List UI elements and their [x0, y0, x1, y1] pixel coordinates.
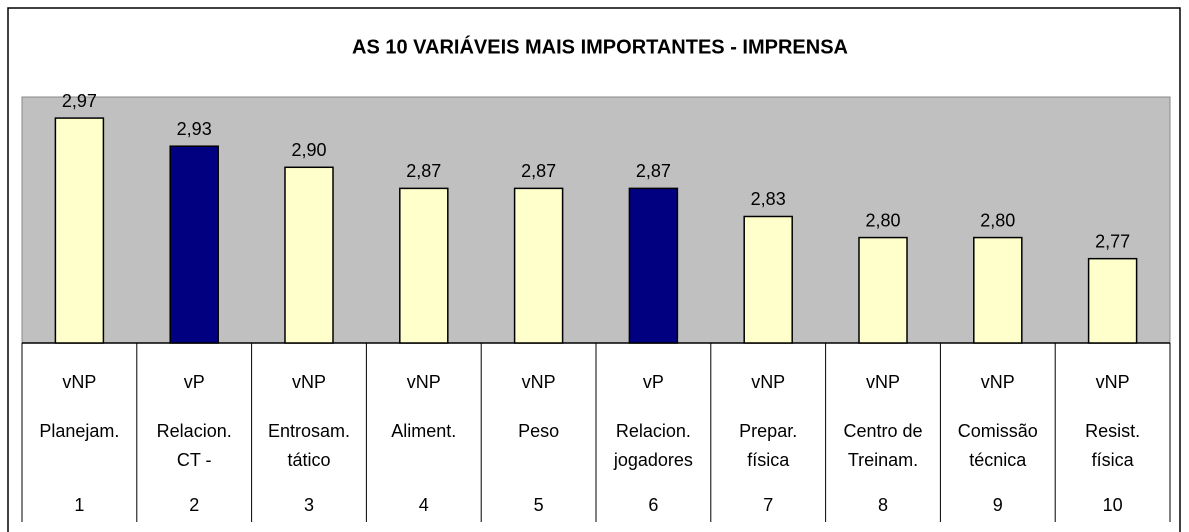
bar [284, 166, 334, 344]
rank-label: 5 [534, 495, 544, 515]
bar [54, 117, 105, 344]
category-label: física [1092, 450, 1135, 470]
bar [628, 187, 679, 344]
rank-label: 10 [1103, 495, 1123, 515]
group-label: vNP [866, 372, 900, 392]
category-label: jogadores [613, 450, 693, 470]
group-label: vNP [1096, 372, 1130, 392]
value-label: 2,87 [636, 161, 671, 181]
category-label: Treinam. [848, 450, 918, 470]
rank-label: 3 [304, 495, 314, 515]
rank-label: 2 [189, 495, 199, 515]
value-label: 2,87 [406, 161, 441, 181]
group-label: vNP [981, 372, 1015, 392]
bar [513, 187, 564, 344]
category-label: Prepar. [739, 421, 797, 441]
group-label: vNP [751, 372, 785, 392]
rank-label: 8 [878, 495, 888, 515]
value-label: 2,97 [62, 91, 97, 111]
value-label: 2,80 [980, 210, 1015, 230]
value-label: 2,77 [1095, 231, 1130, 251]
category-label: Centro de [843, 421, 922, 441]
group-label: vNP [522, 372, 556, 392]
bar [399, 187, 449, 344]
group-label: vNP [292, 372, 326, 392]
value-label: 2,90 [291, 140, 326, 160]
rank-label: 4 [419, 495, 429, 515]
category-label: CT - [177, 450, 212, 470]
value-label: 2,93 [177, 119, 212, 139]
category-label: Comissão [958, 421, 1038, 441]
category-label: tático [287, 450, 330, 470]
category-label: Relacion. [157, 421, 232, 441]
category-label: Resist. [1085, 421, 1140, 441]
bar [858, 236, 908, 344]
rank-label: 1 [74, 495, 84, 515]
bar [1087, 257, 1138, 344]
category-label: física [747, 450, 790, 470]
category-label: Relacion. [616, 421, 691, 441]
chart-title: AS 10 VARIÁVEIS MAIS IMPORTANTES - IMPRE… [352, 35, 848, 58]
category-label: Aliment. [391, 421, 456, 441]
group-label: vP [643, 372, 664, 392]
rank-label: 9 [993, 495, 1003, 515]
rank-label: 7 [763, 495, 773, 515]
bar [973, 236, 1023, 344]
value-label: 2,83 [751, 189, 786, 209]
category-label: Peso [518, 421, 559, 441]
bar [743, 215, 793, 344]
value-label: 2,87 [521, 161, 556, 181]
group-label: vP [184, 372, 205, 392]
value-label: 2,80 [865, 210, 900, 230]
bar [169, 145, 219, 344]
category-label: técnica [969, 450, 1027, 470]
group-label: vNP [407, 372, 441, 392]
group-label: vNP [62, 372, 96, 392]
category-label: Planejam. [39, 421, 119, 441]
rank-label: 6 [648, 495, 658, 515]
category-label: Entrosam. [268, 421, 350, 441]
